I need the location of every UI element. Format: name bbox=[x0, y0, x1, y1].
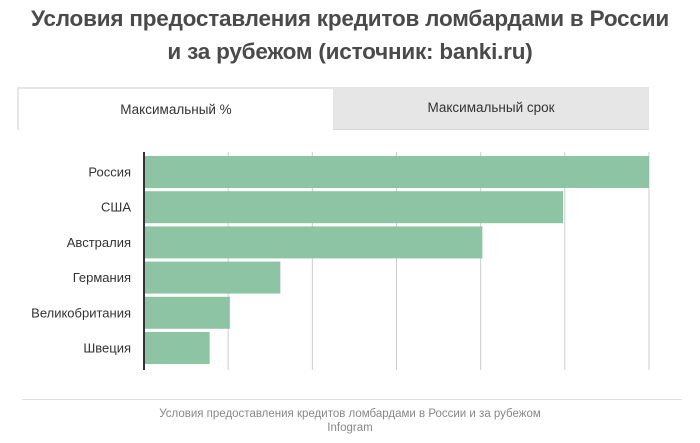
bar[interactable] bbox=[144, 156, 649, 188]
bar[interactable] bbox=[144, 332, 210, 364]
category-label: Великобритания bbox=[31, 305, 131, 320]
tab-max-term[interactable]: Максимальный срок bbox=[427, 100, 555, 115]
category-label: США bbox=[101, 200, 131, 215]
category-label: Россия bbox=[88, 165, 131, 180]
category-label: Австралия bbox=[67, 235, 131, 250]
chart-title: Условия предоставления кредитов ломбарда… bbox=[0, 2, 700, 68]
bar[interactable] bbox=[144, 226, 483, 259]
footer-divider bbox=[22, 399, 682, 400]
bar[interactable] bbox=[144, 261, 281, 294]
category-label: Германия bbox=[73, 270, 131, 285]
bar[interactable] bbox=[144, 191, 564, 224]
bar[interactable] bbox=[144, 296, 230, 329]
footer-credit[interactable]: Infogram bbox=[327, 422, 373, 434]
tab-bar: Максимальный % Максимальный срок bbox=[17, 87, 649, 130]
chart-title-line-2: и за рубежом (источник: banki.ru) bbox=[167, 39, 533, 64]
tab-max-percent[interactable]: Максимальный % bbox=[17, 87, 333, 130]
category-label: Швеция bbox=[83, 341, 131, 356]
chart-title-line-1: Условия предоставления кредитов ломбарда… bbox=[31, 6, 669, 31]
footer-caption: Условия предоставления кредитов ломбарда… bbox=[159, 408, 541, 420]
